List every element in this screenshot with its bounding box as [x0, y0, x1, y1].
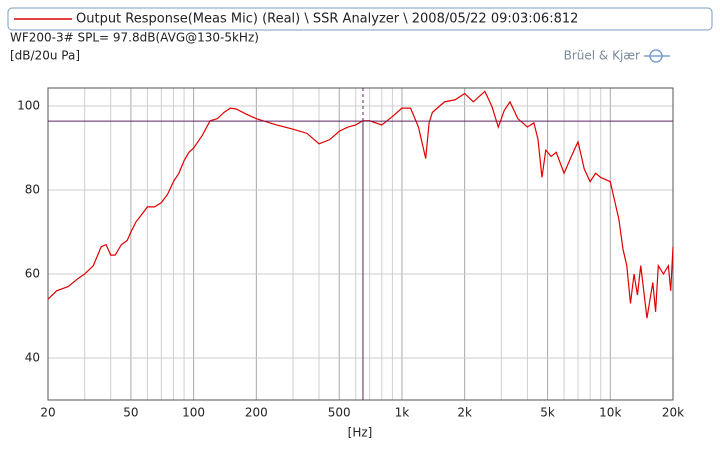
x-tick-label: 10k — [599, 406, 621, 420]
legend-box — [7, 7, 713, 31]
x-axis-label: [Hz] — [348, 426, 373, 440]
x-tick-label: 50 — [123, 406, 138, 420]
line-series — [47, 90, 674, 319]
y-tick-label: 100 — [17, 99, 40, 113]
y-axis-label: [dB/20u Pa] — [10, 49, 80, 63]
x-tick-label: 200 — [245, 406, 268, 420]
x-tick-label: 1k — [395, 406, 410, 420]
x-tick-label: 500 — [328, 406, 351, 420]
x-tick-label: 20k — [662, 406, 684, 420]
x-tick-label: 20 — [40, 406, 55, 420]
x-tick-label: 100 — [182, 406, 205, 420]
y-tick-label: 80 — [25, 183, 40, 197]
y-tick-label: 60 — [25, 267, 40, 281]
brand: Brüel & Kjær — [564, 49, 640, 63]
subtitle: WF200-3# SPL= 97.8dB(AVG@130-5kHz) — [10, 31, 259, 45]
y-tick-label: 40 — [25, 351, 40, 365]
x-tick-label: 2k — [457, 406, 472, 420]
brand-logo — [644, 49, 670, 63]
plot-area — [48, 88, 673, 400]
x-tick-label: 5k — [540, 406, 555, 420]
plot-frame — [47, 87, 674, 401]
legend-label: Output Response(Meas Mic) (Real) \ SSR A… — [76, 12, 578, 27]
